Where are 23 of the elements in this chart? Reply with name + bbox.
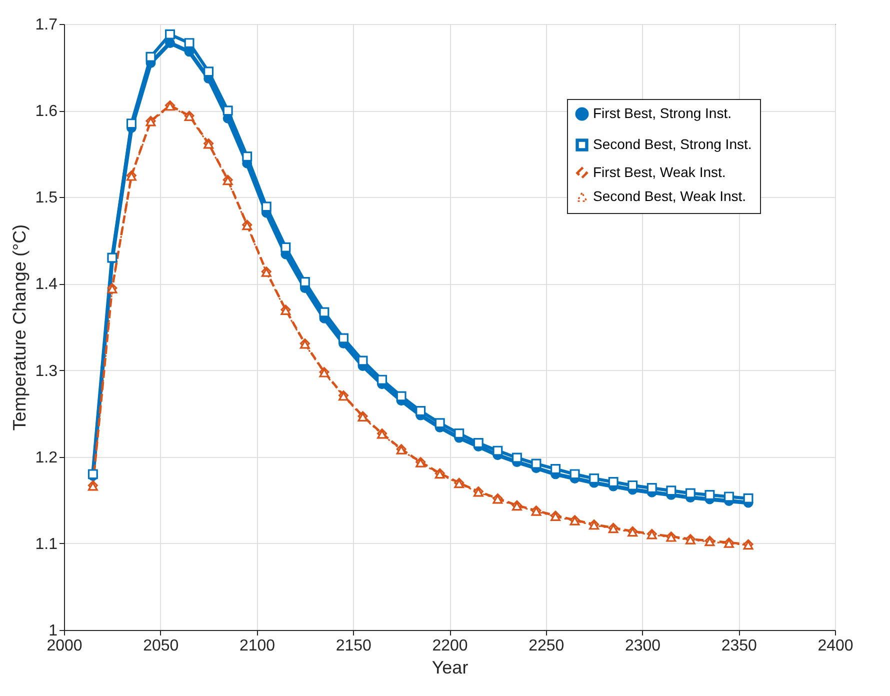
y-tick-label: 1.7 [35,16,58,34]
legend-label: Second Best, Weak Inst. [593,188,746,204]
y-tick-label: 1.1 [35,536,58,553]
y-tick-label: 1.5 [35,190,58,207]
x-tick-label: 2200 [432,638,468,654]
x-tick-label: 2400 [818,638,854,654]
y-tick-label: 1.2 [35,449,58,466]
x-tick-label: 2350 [721,638,758,654]
y-tick-label: 1.4 [35,276,58,294]
y-tick-label: 1.3 [35,362,58,380]
y-tick-label: 1.6 [35,103,58,120]
x-axis-title: Year [432,658,468,678]
legend-label: Second Best, Strong Inst. [593,136,752,152]
y-tick-label: 1 [48,622,58,640]
x-tick-label: 2150 [336,638,372,654]
legend-label: First Best, Weak Inst. [593,164,726,180]
x-tick-label: 2250 [528,638,564,654]
x-tick-label: 2300 [624,638,661,654]
x-tick-label: 2050 [143,638,179,654]
y-axis-title: Temperature Change (°C) [9,224,30,431]
x-tick-label: 2000 [46,638,82,654]
x-tick-label: 2100 [239,638,276,654]
legend-label: First Best, Strong Inst. [593,105,732,121]
